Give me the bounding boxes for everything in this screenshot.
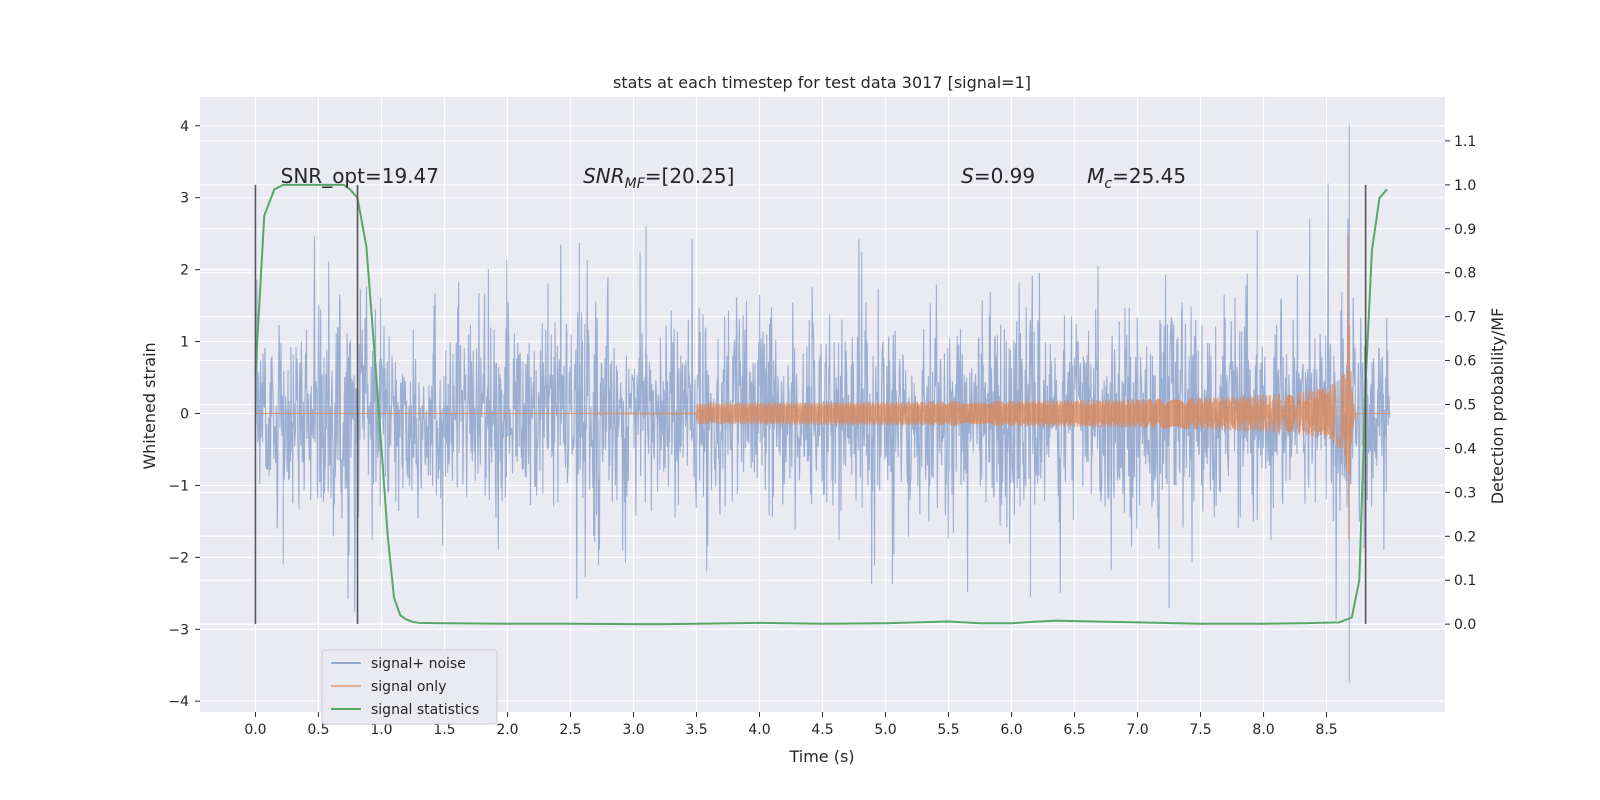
series-signal-statistics-line	[254, 183, 1388, 626]
y-right-tick-label: 0.1	[1454, 573, 1476, 589]
annotation-text: Mc=25.45	[1087, 164, 1186, 192]
y-right-tick-label: 0.4	[1454, 441, 1476, 457]
annotation-base: S	[961, 164, 974, 188]
y-left-tick-label: −3	[168, 622, 189, 638]
annotation-subscript: MF	[625, 176, 646, 192]
annotation-value: =25.45	[1112, 164, 1186, 188]
x-tick-label: 5.0	[874, 722, 896, 738]
x-tick-label: 8.0	[1252, 722, 1274, 738]
y-left-tick-label: 3	[180, 191, 189, 207]
legend-label-signal-statistics: signal statistics	[371, 702, 479, 718]
y-right-tick-label: 1.0	[1454, 178, 1476, 194]
legend-label-signal-noise: signal+ noise	[371, 656, 466, 672]
y-left-tick-label: 2	[180, 263, 189, 279]
y-left-tick-label: −2	[168, 550, 189, 566]
annotations: SNR_opt=19.47 SNRMF=[20.25] S=0.99 Mc=25.45	[281, 164, 1186, 192]
annotation-value: =0.99	[974, 164, 1035, 188]
y-axis-label-left: Whitened strain	[140, 342, 159, 469]
series-signal-only-line	[255, 233, 1390, 539]
x-tick-label: 6.5	[1063, 722, 1085, 738]
legend: signal+ noise signal only signal statist…	[321, 649, 498, 725]
y-right-tick-label: 0.6	[1454, 354, 1476, 370]
y-axis-label-right: Detection probability/MF	[1488, 308, 1507, 505]
y-left-tick-label: 4	[180, 119, 189, 135]
x-tick-label: 5.5	[937, 722, 959, 738]
x-tick-label: 2.5	[559, 722, 581, 738]
chart-title: stats at each timestep for test data 301…	[613, 73, 1031, 92]
vertical-markers	[254, 184, 1367, 625]
y-right-tick-label: 1.1	[1454, 134, 1476, 150]
y-right-tick-label: 0.0	[1454, 617, 1476, 633]
x-tick-label: 6.0	[1000, 722, 1022, 738]
x-tick-label: 3.5	[685, 722, 707, 738]
annotation-text: SNR_opt=19.47	[281, 164, 439, 188]
y-right-tick-label: 0.5	[1454, 398, 1476, 414]
annotation-base: SNR	[583, 164, 625, 188]
ticks: 0.0 0.5 1.0 1.5 2.0 2.5 3.0 3.5 4.0 4.5 5.0 5.5 6.0 6…	[168, 119, 1476, 738]
y-left-tick-label: 0	[180, 406, 189, 422]
y-left-tick-label: −4	[168, 694, 189, 710]
annotation-base: M	[1087, 164, 1104, 188]
legend-label-signal-only: signal only	[371, 679, 446, 695]
x-tick-label: 4.5	[811, 722, 833, 738]
annotation-value: =[20.25]	[645, 164, 735, 188]
x-tick-label: 3.0	[622, 722, 644, 738]
y-right-tick-label: 0.8	[1454, 266, 1476, 282]
annotation-subscript: c	[1104, 176, 1112, 192]
x-tick-label: 2.0	[496, 722, 518, 738]
y-left-tick-label: 1	[180, 335, 189, 351]
y-left-tick-label: −1	[168, 478, 189, 494]
annotation-text: SNRMF=[20.25]	[583, 164, 734, 192]
x-tick-label: 8.5	[1315, 722, 1337, 738]
x-tick-label: 7.0	[1126, 722, 1148, 738]
x-tick-label: 0.5	[307, 722, 329, 738]
x-tick-label: 4.0	[748, 722, 770, 738]
legend-box	[321, 649, 498, 725]
x-tick-label: 1.5	[433, 722, 455, 738]
x-axis-label: Time (s)	[788, 747, 854, 766]
annotation-text: S=0.99	[961, 164, 1035, 188]
y-right-tick-label: 0.3	[1454, 485, 1476, 501]
y-right-tick-label: 0.9	[1454, 222, 1476, 238]
traces	[254, 124, 1391, 684]
x-tick-label: 7.5	[1189, 722, 1211, 738]
x-tick-label: 0.0	[244, 722, 266, 738]
y-right-tick-label: 0.2	[1454, 529, 1476, 545]
y-right-tick-label: 0.7	[1454, 310, 1476, 326]
x-tick-label: 1.0	[370, 722, 392, 738]
